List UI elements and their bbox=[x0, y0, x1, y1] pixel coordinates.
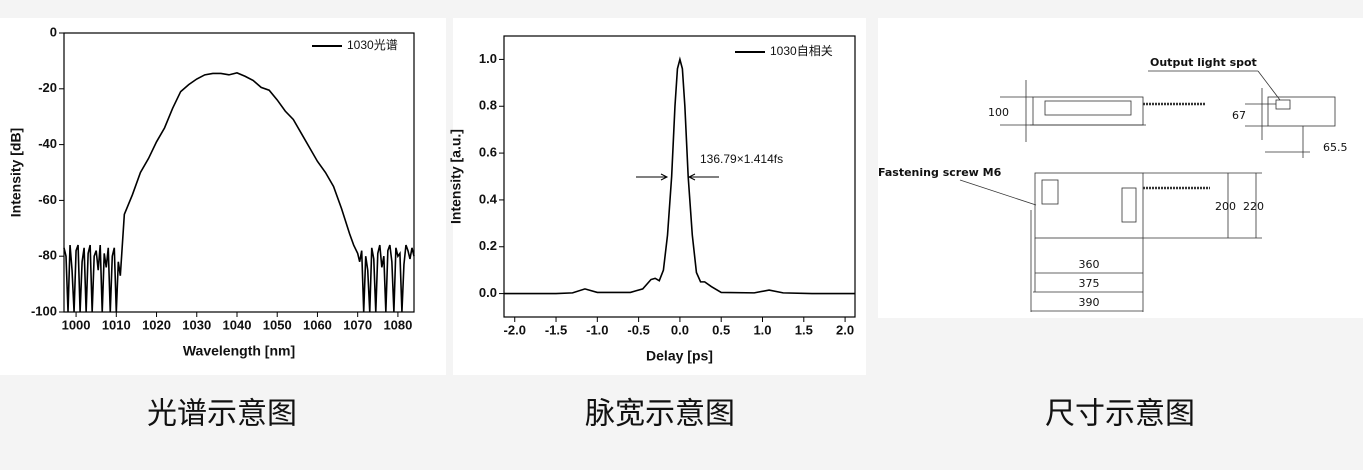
y-tick-label: 0.0 bbox=[479, 285, 497, 300]
x-tick-label: -1.0 bbox=[586, 322, 608, 337]
y-tick-label: -100 bbox=[31, 303, 57, 318]
diagram-label: 360 bbox=[1079, 258, 1100, 271]
y-tick-label: 0.4 bbox=[479, 191, 498, 206]
caption: 尺寸示意图 bbox=[1045, 397, 1195, 432]
x-tick-label: 1040 bbox=[223, 317, 252, 332]
x-tick-label: 2.0 bbox=[836, 322, 854, 337]
x-tick-label: 1000 bbox=[62, 317, 91, 332]
x-tick-label: -0.5 bbox=[627, 322, 649, 337]
y-tick-label: 0.6 bbox=[479, 145, 497, 160]
diagram-label: 200 bbox=[1215, 200, 1236, 213]
x-tick-label: 1070 bbox=[343, 317, 372, 332]
line bbox=[504, 56, 855, 295]
diagram-label: Fastening screw M6 bbox=[878, 166, 1002, 179]
x-tick-label: 1030 bbox=[182, 317, 211, 332]
y-tick-label: -40 bbox=[38, 136, 57, 151]
x-tick-label: -2.0 bbox=[504, 322, 526, 337]
x-tick-label: 1020 bbox=[142, 317, 171, 332]
x-tick-label: -1.5 bbox=[545, 322, 567, 337]
dimension-drawing bbox=[959, 70, 1336, 312]
y-axis-label: Intensity [a.u.] bbox=[448, 129, 464, 224]
y-tick-label: -80 bbox=[38, 248, 57, 263]
x-tick-label: 1080 bbox=[383, 317, 412, 332]
line bbox=[63, 72, 415, 313]
diagram-label: 390 bbox=[1079, 296, 1100, 309]
x-tick-label: 1.0 bbox=[753, 322, 771, 337]
panel bbox=[0, 18, 446, 375]
annotation-arrow bbox=[636, 173, 669, 181]
x-axis-label: Wavelength [nm] bbox=[183, 343, 295, 359]
y-tick-label: 0.2 bbox=[479, 238, 497, 253]
caption: 光谱示意图 bbox=[147, 397, 297, 432]
y-tick-label: -20 bbox=[38, 80, 57, 95]
annotation-arrow bbox=[687, 173, 719, 181]
x-tick-label: 0.5 bbox=[712, 322, 730, 337]
diagram-label: 220 bbox=[1243, 200, 1264, 213]
diagram-label: 65.5 bbox=[1323, 141, 1348, 154]
x-tick-label: 1010 bbox=[102, 317, 131, 332]
diagram-label: Output light spot bbox=[1150, 56, 1257, 69]
annotation: 136.79×1.414fs bbox=[700, 152, 783, 166]
panel bbox=[453, 18, 866, 375]
diagram-label: 375 bbox=[1079, 277, 1100, 290]
x-axis-label: Delay [ps] bbox=[646, 348, 713, 364]
y-tick-label: 1.0 bbox=[479, 51, 497, 66]
caption: 脉宽示意图 bbox=[585, 397, 735, 432]
x-tick-label: 1050 bbox=[263, 317, 292, 332]
diagram-label: 67 bbox=[1232, 109, 1246, 122]
y-tick-label: 0 bbox=[50, 24, 57, 39]
legend-label: 1030光谱 bbox=[347, 38, 398, 52]
y-tick-label: 0.8 bbox=[479, 98, 497, 113]
x-tick-label: 1060 bbox=[303, 317, 332, 332]
panel bbox=[878, 18, 1363, 318]
plot-frame bbox=[63, 32, 415, 313]
y-axis-label: Intensity [dB] bbox=[8, 128, 24, 217]
x-tick-label: 0.0 bbox=[671, 322, 689, 337]
legend-label: 1030自相关 bbox=[770, 44, 833, 58]
diagram-label: 100 bbox=[988, 106, 1009, 119]
x-tick-label: 1.5 bbox=[795, 322, 813, 337]
y-tick-label: -60 bbox=[38, 192, 57, 207]
